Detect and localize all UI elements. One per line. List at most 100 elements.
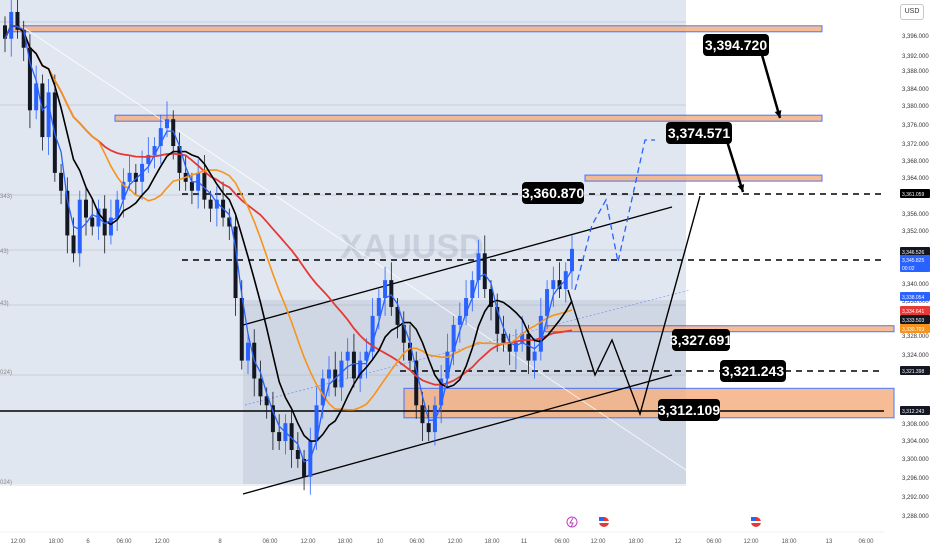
candle-body[interactable] [108, 217, 113, 236]
us-flag-canton [751, 517, 756, 521]
candle-body[interactable] [383, 280, 388, 299]
candle-body[interactable] [457, 315, 462, 325]
candle-body[interactable] [133, 172, 138, 182]
candle-body[interactable] [376, 298, 381, 316]
y-axis-tick: 3,372.000 [902, 142, 929, 148]
candle-body[interactable] [102, 208, 107, 236]
candle-body[interactable] [264, 396, 269, 406]
candle-body[interactable] [239, 298, 244, 361]
candle-body[interactable] [202, 172, 207, 200]
candle-body[interactable] [520, 333, 525, 343]
y-axis-tick: 3,296.000 [902, 476, 929, 482]
candle-body[interactable] [289, 423, 294, 450]
lightning-event-icon[interactable] [566, 516, 578, 528]
candle-body[interactable] [557, 280, 562, 290]
candle-body[interactable] [489, 289, 493, 307]
candle-body[interactable] [227, 217, 232, 227]
level-label-box[interactable] [522, 182, 584, 204]
candle-body[interactable] [358, 360, 363, 379]
candle-body[interactable] [420, 405, 425, 424]
x-axis-tick: 13 [826, 539, 833, 545]
candle-body[interactable] [526, 333, 531, 361]
candle-body[interactable] [507, 342, 512, 352]
supply-demand-zone[interactable] [114, 114, 823, 122]
level-label-box[interactable] [672, 329, 730, 351]
candle-body[interactable] [320, 378, 325, 406]
candle-body[interactable] [84, 199, 88, 218]
candle-body[interactable] [15, 11, 20, 30]
candle-body[interactable] [401, 324, 406, 343]
candle-body[interactable] [314, 405, 319, 442]
candle-body[interactable] [495, 306, 500, 334]
candle-body[interactable] [246, 342, 250, 361]
candle-body[interactable] [538, 315, 543, 352]
candle-body[interactable] [370, 315, 375, 352]
level-label-box[interactable] [658, 399, 720, 421]
candle-body[interactable] [34, 83, 39, 111]
candle-body[interactable] [177, 146, 182, 173]
candle-body[interactable] [482, 253, 487, 290]
candle-body[interactable] [501, 333, 506, 343]
candle-body[interactable] [146, 154, 151, 164]
candle-body[interactable] [295, 450, 300, 459]
candle-body[interactable] [464, 298, 469, 316]
candle-body[interactable] [258, 378, 263, 397]
candle-body[interactable] [408, 342, 412, 361]
candle-body[interactable] [439, 378, 444, 406]
candle-body[interactable] [27, 47, 32, 111]
candle-body[interactable] [165, 119, 169, 129]
candle-body[interactable] [395, 306, 400, 325]
candle-body[interactable] [158, 128, 163, 147]
candle-body[interactable] [476, 253, 481, 281]
candle-body[interactable] [451, 324, 456, 352]
supply-demand-zone[interactable] [584, 174, 823, 182]
supply-demand-zone[interactable] [403, 387, 895, 419]
candle-body[interactable] [65, 190, 70, 236]
candle-body[interactable] [302, 458, 307, 477]
candle-body[interactable] [445, 351, 450, 379]
level-label-box[interactable] [720, 360, 786, 382]
candle-body[interactable] [345, 351, 350, 361]
price-badge-text: 3,333.503 [902, 318, 924, 324]
candle-body[interactable] [189, 181, 194, 191]
candle-body[interactable] [351, 351, 356, 379]
candle-body[interactable] [513, 342, 518, 352]
candle-body[interactable] [339, 360, 344, 388]
candle-body[interactable] [389, 280, 394, 307]
candle-body[interactable] [77, 199, 82, 254]
candle-body[interactable] [545, 289, 550, 316]
candle-body[interactable] [59, 172, 64, 191]
candle-body[interactable] [214, 199, 219, 209]
candle-body[interactable] [414, 360, 419, 406]
candle-body[interactable] [551, 280, 556, 290]
candle-body[interactable] [121, 181, 126, 200]
candle-body[interactable] [532, 351, 537, 361]
candle-body[interactable] [270, 405, 275, 433]
level-label-box[interactable] [666, 122, 732, 144]
level-label-box[interactable] [703, 34, 769, 56]
candle-body[interactable] [127, 172, 132, 182]
candle-body[interactable] [21, 29, 26, 48]
candle-body[interactable] [71, 235, 76, 254]
candle-body[interactable] [115, 199, 120, 218]
candle-body[interactable] [277, 432, 282, 442]
y-axis-tick: 3,356.000 [902, 212, 929, 218]
candle-body[interactable] [90, 217, 95, 227]
candle-body[interactable] [364, 351, 369, 361]
candle-body[interactable] [46, 92, 51, 138]
candle-body[interactable] [470, 280, 475, 299]
candle-body[interactable] [3, 25, 7, 39]
candle-body[interactable] [426, 423, 431, 433]
currency-button[interactable]: USD [900, 4, 924, 20]
lightning-icon [569, 517, 574, 528]
candle-body[interactable] [233, 226, 238, 299]
candle-body[interactable] [570, 248, 574, 272]
candle-body[interactable] [152, 146, 157, 155]
price-badge-text: 3,321.398 [902, 369, 924, 375]
candle-body[interactable] [327, 369, 331, 379]
trend-line-diagonal [19, 24, 687, 471]
candle-body[interactable] [208, 199, 213, 209]
us-flag-stripe [751, 521, 761, 523]
supply-demand-zone[interactable] [11, 25, 823, 33]
